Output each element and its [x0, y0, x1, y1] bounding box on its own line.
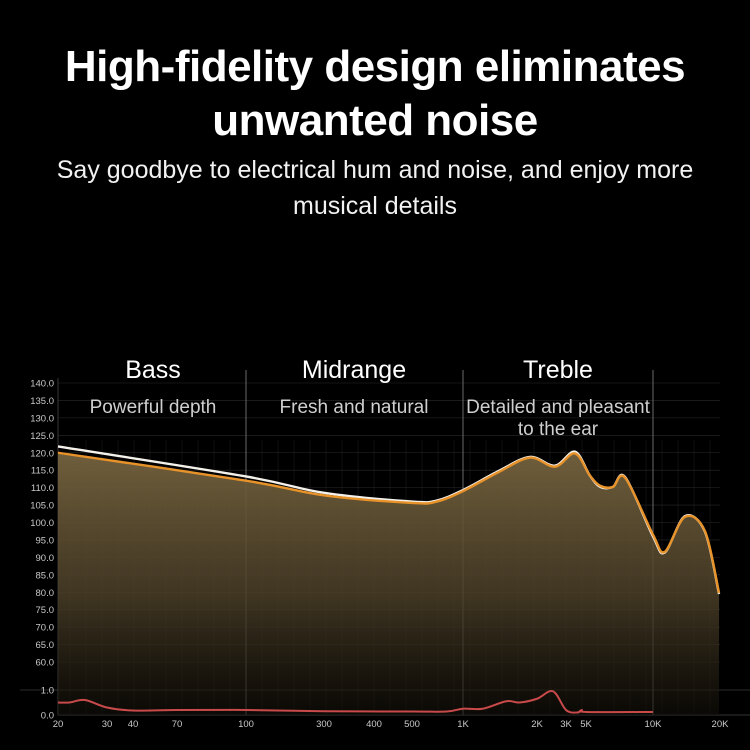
section-bass: Bass Powerful depth	[60, 356, 246, 419]
y-tick-label: 105.0	[30, 501, 54, 512]
x-tick-label: 20K	[712, 719, 730, 730]
section-heading: Treble	[523, 356, 593, 384]
y-tick-label: 75.0	[36, 605, 55, 616]
section-heading: Midrange	[301, 356, 407, 384]
response-area-fill	[58, 452, 720, 715]
x-tick-label: 30	[102, 719, 113, 730]
y-tick-label: 0.0	[41, 711, 54, 722]
x-tick-label: 20	[53, 719, 64, 730]
x-tick-label: 300	[316, 719, 332, 730]
y-tick-label: 130.0	[30, 413, 54, 424]
x-tick-label: 3K	[560, 719, 572, 730]
section-description: Powerful depth	[89, 397, 217, 418]
section-treble: Treble Detailed and pleasant to the ear	[458, 356, 658, 441]
x-tick-label: 70	[172, 719, 183, 730]
y-tick-label: 115.0	[31, 466, 54, 477]
y-tick-label: 125.0	[30, 431, 54, 442]
y-tick-label: 95.0	[36, 535, 55, 546]
headline: High-fidelity design eliminates unwanted…	[64, 42, 686, 145]
section-description: Detailed and pleasant to the ear	[466, 397, 650, 440]
x-tick-label: 1K	[457, 719, 469, 730]
section-midrange: Midrange Fresh and natural	[254, 356, 454, 419]
x-tick-label: 10K	[645, 719, 663, 730]
y-tick-label: 140.0	[30, 379, 54, 390]
y-tick-label: 70.0	[36, 623, 55, 634]
y-tick-label: 65.0	[36, 640, 55, 651]
section-heading: Bass	[125, 356, 181, 384]
y-tick-label: 135.0	[30, 396, 54, 407]
x-tick-label: 40	[128, 719, 139, 730]
y-tick-label: 120.0	[30, 448, 54, 459]
y-tick-label: 110.0	[31, 483, 54, 494]
y-tick-label: 90.0	[36, 553, 55, 564]
x-tick-label: 100	[238, 719, 254, 730]
y-tick-label: 100.0	[30, 518, 54, 529]
subheadline: Say goodbye to electrical hum and noise,…	[56, 156, 694, 220]
y-tick-label: 85.0	[36, 570, 55, 581]
x-tick-label: 500	[404, 719, 420, 730]
x-tick-label: 400	[366, 719, 382, 730]
section-description: Fresh and natural	[279, 397, 429, 418]
y-tick-label: 80.0	[36, 588, 55, 599]
distortion-line	[57, 689, 654, 714]
x-tick-label: 2K	[531, 719, 543, 730]
response-line-orange	[57, 451, 721, 594]
y-tick-label: 60.0	[36, 658, 55, 669]
x-tick-label: 5K	[580, 719, 592, 730]
y-tick-label: 1.0	[41, 686, 54, 697]
